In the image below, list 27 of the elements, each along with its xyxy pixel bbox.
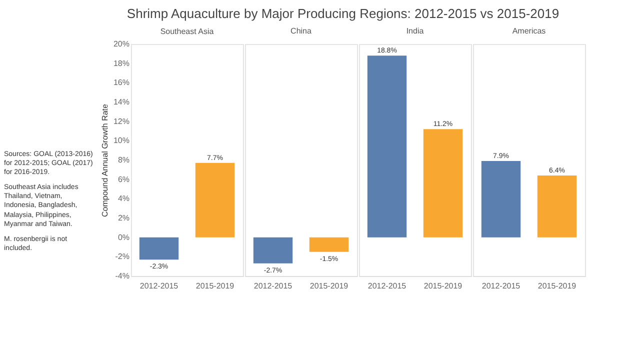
y-tick-label: 20%: [113, 40, 130, 48]
x-tick-label: 2012-2015: [140, 282, 179, 290]
y-tick-label: -4%: [115, 272, 130, 280]
y-tick-label: 14%: [113, 98, 130, 106]
y-tick-label: -2%: [115, 252, 130, 262]
chart-subtitle: Southeast Asia: [160, 27, 214, 36]
y-tick-label: 18%: [113, 58, 130, 68]
x-tick-label: 2012-2015: [368, 282, 407, 290]
x-tick-label: 2012-2015: [482, 282, 521, 290]
y-tick-label: 16%: [113, 78, 130, 88]
x-tick-label: 2012-2015: [254, 282, 293, 290]
y-tick-label: 2%: [118, 214, 130, 222]
y-axis-title: Compound Annual Growth Rate: [100, 103, 110, 217]
chart-subtitle: India: [406, 26, 424, 36]
y-tick-label: 6%: [118, 174, 130, 184]
text: Shrimp Aquaculture by Major Producing Regions: 2012-2015 vs 2015-2019: [126, 6, 560, 21]
x-tick-label: 2015-2019: [538, 282, 577, 290]
x-tick-label: 2015-2019: [424, 282, 463, 290]
x-tick-label: 2015-2019: [196, 282, 235, 290]
y-tick-label: 4%: [118, 194, 130, 204]
chart-subtitle: Americas: [512, 26, 546, 36]
y-tick-label: 0%: [118, 232, 130, 242]
y-tick-label: 12%: [113, 116, 130, 126]
y-tick-label: 10%: [113, 136, 130, 146]
x-tick-label: 2015-2019: [310, 282, 349, 290]
y-tick-label: 8%: [118, 156, 130, 164]
chart-subtitle: China: [290, 26, 312, 36]
